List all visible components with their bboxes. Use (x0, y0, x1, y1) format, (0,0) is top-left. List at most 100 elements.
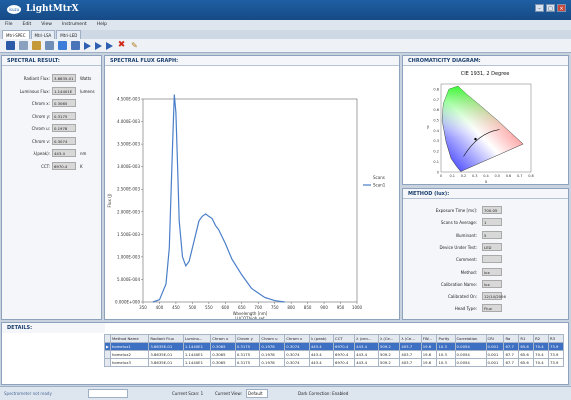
current-view-select[interactable]: Default (246, 389, 268, 398)
maximize-button[interactable]: □ (546, 4, 555, 12)
column-header[interactable]: FW... (420, 334, 438, 343)
y-tick-label: 0.000E+000 (115, 300, 140, 305)
method-value-field[interactable]: LED (482, 242, 502, 251)
minimize-button[interactable]: – (535, 4, 544, 12)
table-row[interactable]: homelux2 3.8635E-01 1.1440E1 0.3065 0.3175 0.… (104, 350, 564, 359)
details-title: DETAILS: (2, 323, 105, 333)
column-header[interactable]: R3 (548, 334, 564, 343)
column-header[interactable]: λ (peak) (308, 334, 335, 343)
method-row: Method: lux (403, 267, 563, 278)
folder-icon[interactable] (32, 41, 41, 50)
column-header[interactable]: CRI (485, 334, 505, 343)
method-value-field[interactable]: 5 (482, 230, 502, 239)
tab-mtri-lsa[interactable]: Mtri-LSA (30, 30, 56, 39)
table-cell: 65.6 (518, 350, 535, 359)
method-value-field[interactable]: Flux (482, 304, 502, 313)
continuous-scan-icon[interactable] (106, 41, 113, 50)
cie-y-tick-label: 0.1 (433, 160, 439, 164)
open-icon[interactable] (19, 41, 28, 50)
column-header[interactable]: λ (cen... (354, 334, 379, 343)
save-icon[interactable] (6, 41, 15, 50)
column-header[interactable]: Ra (503, 334, 520, 343)
y-tick-label: 2.500E-003 (117, 187, 141, 192)
cie-y-tick-label: 0.8 (433, 87, 439, 91)
column-header[interactable]: Purity (436, 334, 456, 343)
result-label: CCT: (41, 163, 50, 169)
menu-instrument[interactable]: Instrument (61, 22, 87, 27)
cie-y-tick-label: 0.4 (433, 129, 439, 133)
method-row: Calibrated On: 12/14/2006 (403, 292, 563, 302)
result-value-field: 3.8635-01 (52, 74, 76, 82)
menu-file[interactable]: File (5, 22, 13, 27)
column-header[interactable]: Method Name (109, 334, 150, 343)
table-cell: 1.1440E1 (182, 358, 212, 367)
table-cell: 443.4 (354, 358, 379, 367)
method-label: Method: (460, 269, 477, 275)
result-value-field: 0.3175 (52, 111, 76, 120)
calibrate-icon[interactable] (58, 41, 67, 50)
table-cell: 0.1978 (259, 350, 286, 359)
x-tick-label: 750 (271, 305, 279, 310)
play-icon[interactable] (84, 41, 91, 50)
spectral-result-row: Chrom y: 0.3175 (2, 111, 102, 121)
table-cell: 403.7 (399, 342, 422, 351)
cie-y-tick-label: 0.7 (433, 98, 439, 102)
method-value-field[interactable]: 700.05 (482, 206, 502, 214)
close-button[interactable]: × (557, 4, 566, 12)
cie-x-tick-label: 0.4 (483, 174, 489, 178)
column-header[interactable]: Chrom y (234, 334, 261, 343)
tab-mtri-spec[interactable]: Mtri-SPEC (2, 30, 30, 39)
series-line (152, 94, 285, 303)
spectral-result-panel: SPECTRAL RESULT: Radiant Flux: 3.8635-01 W… (1, 55, 102, 320)
fast-forward-icon[interactable] (95, 41, 102, 50)
table-cell: 0.3065 (210, 358, 236, 367)
column-header[interactable]: Lumino... (182, 334, 212, 343)
stop-icon[interactable]: ✖ (117, 40, 126, 50)
column-header[interactable]: λ (Ce... (377, 334, 401, 343)
x-tick-label: 450 (172, 305, 180, 310)
table-row[interactable]: ▶ homelux1 3.8635E-01 1.1440E1 0.3065 0.3175 0… (104, 342, 564, 351)
column-header[interactable]: Chrom u (259, 334, 286, 343)
method-value-field[interactable]: 1 (482, 218, 502, 227)
report-icon[interactable] (71, 41, 80, 50)
column-header[interactable]: CCT (333, 334, 356, 343)
column-header[interactable]: Correlation (454, 334, 487, 343)
x-tick-label: 350 (139, 305, 147, 310)
column-header[interactable]: Radiant Flux (148, 334, 184, 343)
method-value-field[interactable] (482, 255, 502, 264)
table-cell: 0.0054 (454, 342, 487, 351)
result-label: Radiant Flux: (23, 76, 50, 81)
tools-icon[interactable]: ✎ (131, 41, 138, 50)
method-row: Comment: (403, 255, 563, 265)
table-cell: 0.3065 (210, 350, 236, 359)
table-cell: 509.2 (377, 342, 401, 351)
table-cell: 0.3175 (234, 358, 261, 367)
table-row[interactable]: homelux3 3.8635E-01 1.1440E1 0.3065 0.3175 0.… (104, 358, 564, 367)
settings-icon[interactable] (45, 41, 54, 50)
spectral-result-row: Chrom v: 0.3074 (2, 136, 102, 146)
table-cell: 10.3 (436, 358, 456, 367)
module-tabs: Mtri-SPEC Mtri-LSA Mtri-LED (0, 30, 571, 39)
x-tick-label: 550 (205, 305, 213, 310)
menu-help[interactable]: Help (96, 22, 107, 27)
table-cell: 0.3175 (234, 350, 261, 359)
table-cell: 67.7 (503, 342, 520, 351)
column-header[interactable]: R2 (533, 334, 549, 343)
method-value-field[interactable]: 12/14/2006 (482, 292, 506, 301)
method-value-field[interactable]: lux (482, 267, 502, 276)
menu-edit[interactable]: Edit (22, 22, 32, 27)
column-header[interactable]: Chrom x (210, 334, 236, 343)
x-tick-label: 950 (337, 305, 345, 310)
cie-y-tick-label: 0.2 (433, 150, 439, 154)
cie-x-tick-label: 0.7 (517, 174, 523, 178)
column-header[interactable]: R1 (518, 334, 535, 343)
table-cell: 70.4 (533, 358, 549, 367)
menu-view[interactable]: View (41, 22, 52, 27)
tab-mtri-led[interactable]: Mtri-LED (56, 30, 82, 39)
method-value-field[interactable]: lux (482, 279, 502, 288)
method-row: Exposure Time [ms]: 700.05 (403, 206, 563, 216)
column-header[interactable]: Chrom v (284, 334, 310, 343)
column-header[interactable]: λ (Ce... (399, 334, 422, 343)
status-input[interactable] (88, 389, 128, 398)
planckian-locus (463, 129, 500, 157)
